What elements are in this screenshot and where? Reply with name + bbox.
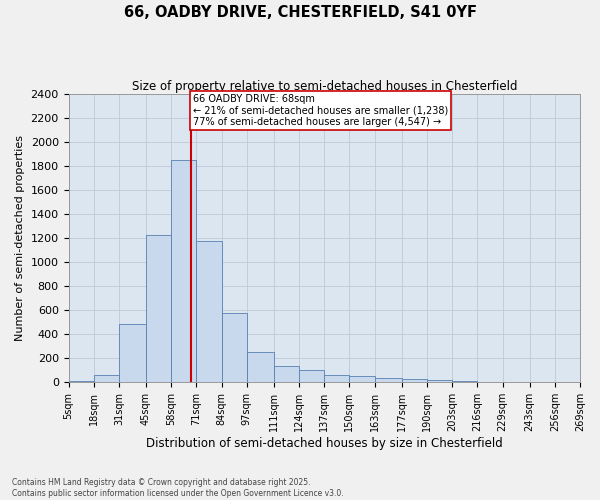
Bar (119, 324, 146, 382)
Bar (171, 160, 196, 382)
Bar (427, 380, 452, 382)
Text: 66 OADBY DRIVE: 68sqm
← 21% of semi-detached houses are smaller (1,238)
77% of s: 66 OADBY DRIVE: 68sqm ← 21% of semi-deta… (193, 94, 448, 128)
Bar (146, 234, 171, 382)
Bar (452, 381, 478, 382)
Title: Size of property relative to semi-detached houses in Chesterfield: Size of property relative to semi-detach… (131, 80, 517, 93)
Text: Contains HM Land Registry data © Crown copyright and database right 2025.
Contai: Contains HM Land Registry data © Crown c… (12, 478, 344, 498)
Bar (402, 378, 427, 382)
Bar (324, 375, 349, 382)
Bar (94, 374, 119, 382)
Bar (274, 366, 299, 382)
Bar (299, 370, 324, 382)
Bar (247, 352, 274, 382)
Y-axis label: Number of semi-detached properties: Number of semi-detached properties (15, 136, 25, 342)
Bar (196, 240, 221, 382)
Text: 66, OADBY DRIVE, CHESTERFIELD, S41 0YF: 66, OADBY DRIVE, CHESTERFIELD, S41 0YF (124, 5, 476, 20)
Bar (68, 381, 94, 382)
X-axis label: Distribution of semi-detached houses by size in Chesterfield: Distribution of semi-detached houses by … (146, 437, 503, 450)
Bar (221, 312, 247, 382)
Bar (349, 376, 374, 382)
Bar (374, 378, 402, 382)
